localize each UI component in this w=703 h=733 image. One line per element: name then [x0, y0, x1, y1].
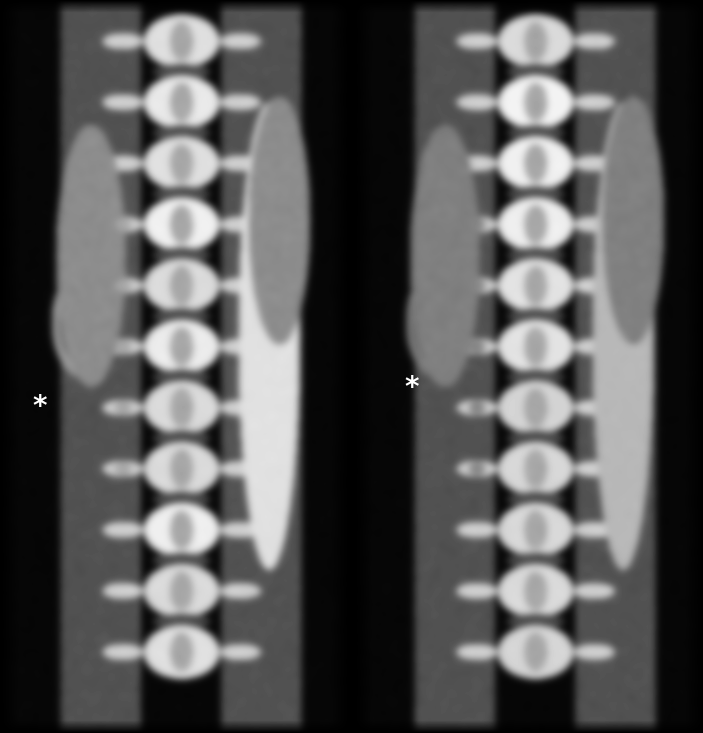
Text: *: * [33, 393, 47, 421]
Text: *: * [404, 375, 418, 402]
